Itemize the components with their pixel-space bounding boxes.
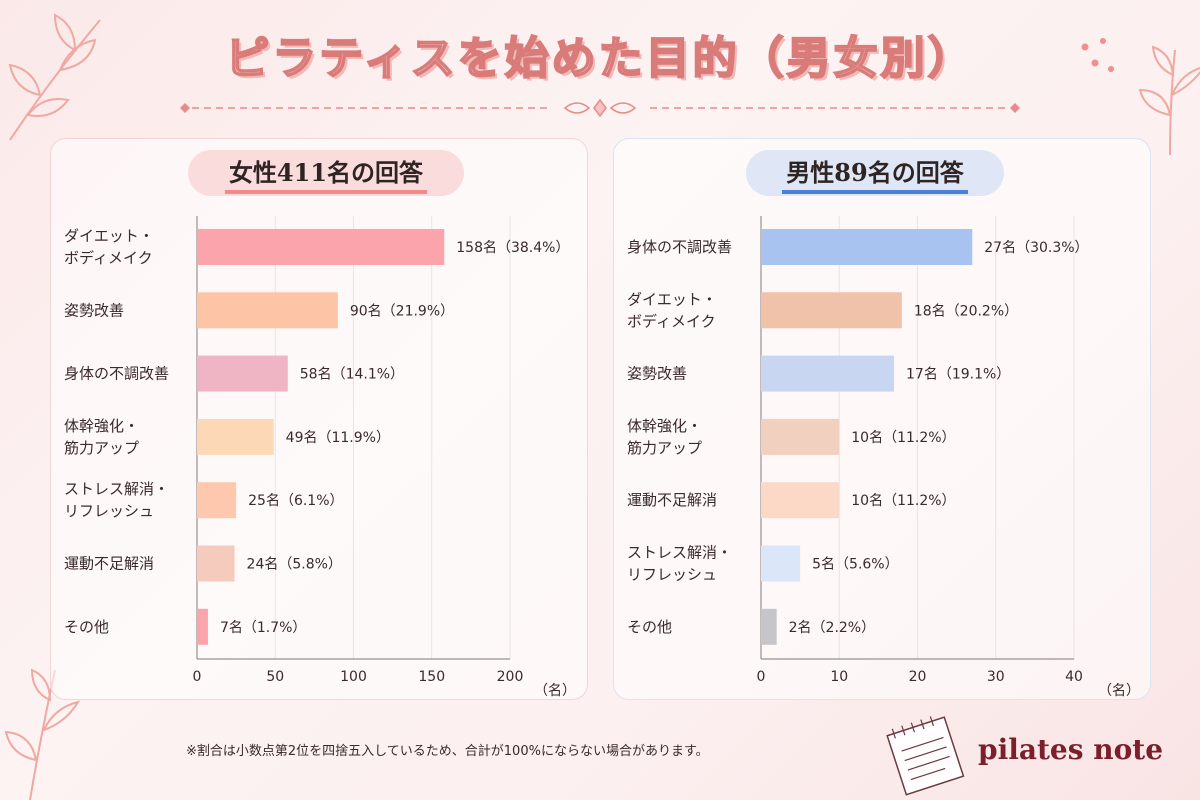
bar-value-label: 18名（20.2%） — [914, 303, 1018, 319]
x-tick-label: 150 — [418, 669, 445, 685]
bar-value-label: 10名（11.2%） — [851, 430, 955, 446]
category-label: 運動不足解消 — [627, 491, 717, 509]
bar-value-label: 10名（11.2%） — [851, 493, 955, 509]
category-label: 体幹強化・ — [627, 417, 702, 435]
title-divider — [180, 98, 1020, 118]
dots-decoration-icon — [1081, 38, 1114, 72]
bar-value-label: 17名（19.1%） — [906, 367, 1010, 383]
bar — [761, 355, 895, 392]
notebook-icon — [886, 716, 965, 796]
category-label: 姿勢改善 — [64, 301, 124, 319]
category-label: 身体の不調改善 — [627, 238, 732, 256]
footnote: ※割合は小数点第2位を四捨五入しているため、合計が100%にならない場合がありま… — [186, 744, 709, 759]
category-label: その他 — [627, 618, 672, 636]
bar — [197, 545, 235, 582]
category-label: 筋力アップ — [64, 439, 139, 457]
category-label: ダイエット・ — [64, 227, 154, 245]
bar — [197, 608, 208, 645]
x-tick-label: 40 — [1065, 669, 1083, 685]
female-chart-title: 女性411名の回答 — [188, 150, 464, 196]
x-axis-unit: （名） — [1098, 683, 1140, 699]
x-tick-label: 30 — [987, 669, 1005, 685]
category-label: 姿勢改善 — [627, 365, 687, 383]
category-label: ボディメイク — [64, 249, 153, 267]
category-label: 筋力アップ — [627, 439, 702, 457]
category-label: ダイエット・ — [627, 290, 717, 308]
leaf-decoration-top-left-icon — [8, 13, 101, 141]
bar — [761, 229, 973, 265]
category-label: ストレス解消・ — [64, 480, 169, 498]
category-label: 体幹強化・ — [64, 417, 139, 435]
page-title: ピラティスを始めた目的（男女別） — [224, 32, 975, 85]
category-label: ストレス解消・ — [627, 544, 732, 562]
bar — [761, 418, 840, 455]
bar-value-label: 90名（21.9%） — [350, 303, 454, 319]
x-tick-label: 100 — [340, 669, 367, 685]
x-tick-label: 0 — [193, 669, 202, 685]
bar — [761, 482, 840, 519]
category-label: リフレッシュ — [627, 566, 717, 584]
x-tick-label: 0 — [757, 669, 766, 685]
category-label: ボディメイク — [627, 312, 716, 330]
bar — [197, 418, 274, 455]
x-axis-unit: （名） — [534, 683, 576, 699]
bar — [197, 229, 445, 265]
category-label: その他 — [64, 618, 109, 636]
x-tick-label: 10 — [830, 669, 848, 685]
x-tick-label: 50 — [266, 669, 284, 685]
bar-value-label: 7名（1.7%） — [220, 620, 306, 636]
bar — [197, 482, 237, 519]
leaf-decoration-top-right-icon — [1138, 45, 1200, 156]
bar-value-label: 27名（30.3%） — [984, 240, 1088, 256]
bar-value-label: 158名（38.4%） — [456, 240, 569, 256]
bar-value-label: 49名（11.9%） — [286, 430, 390, 446]
x-tick-label: 20 — [909, 669, 927, 685]
bar — [761, 545, 801, 582]
category-label: 運動不足解消 — [64, 555, 154, 573]
male-chart-title: 男性89名の回答 — [746, 150, 1004, 196]
bar-value-label: 25名（6.1%） — [248, 493, 343, 509]
brand-logo-text: pilates note — [978, 733, 1164, 766]
bar — [761, 292, 902, 329]
bar — [761, 608, 777, 645]
category-label: リフレッシュ — [64, 502, 154, 520]
bar-value-label: 2名（2.2%） — [789, 620, 875, 636]
category-label: 身体の不調改善 — [64, 365, 169, 383]
bar-value-label: 5名（5.6%） — [812, 557, 898, 573]
bar — [197, 355, 288, 392]
bar — [197, 292, 338, 329]
bar-value-label: 58名（14.1%） — [300, 367, 404, 383]
bar-value-label: 24名（5.8%） — [247, 557, 342, 573]
x-tick-label: 200 — [497, 669, 524, 685]
